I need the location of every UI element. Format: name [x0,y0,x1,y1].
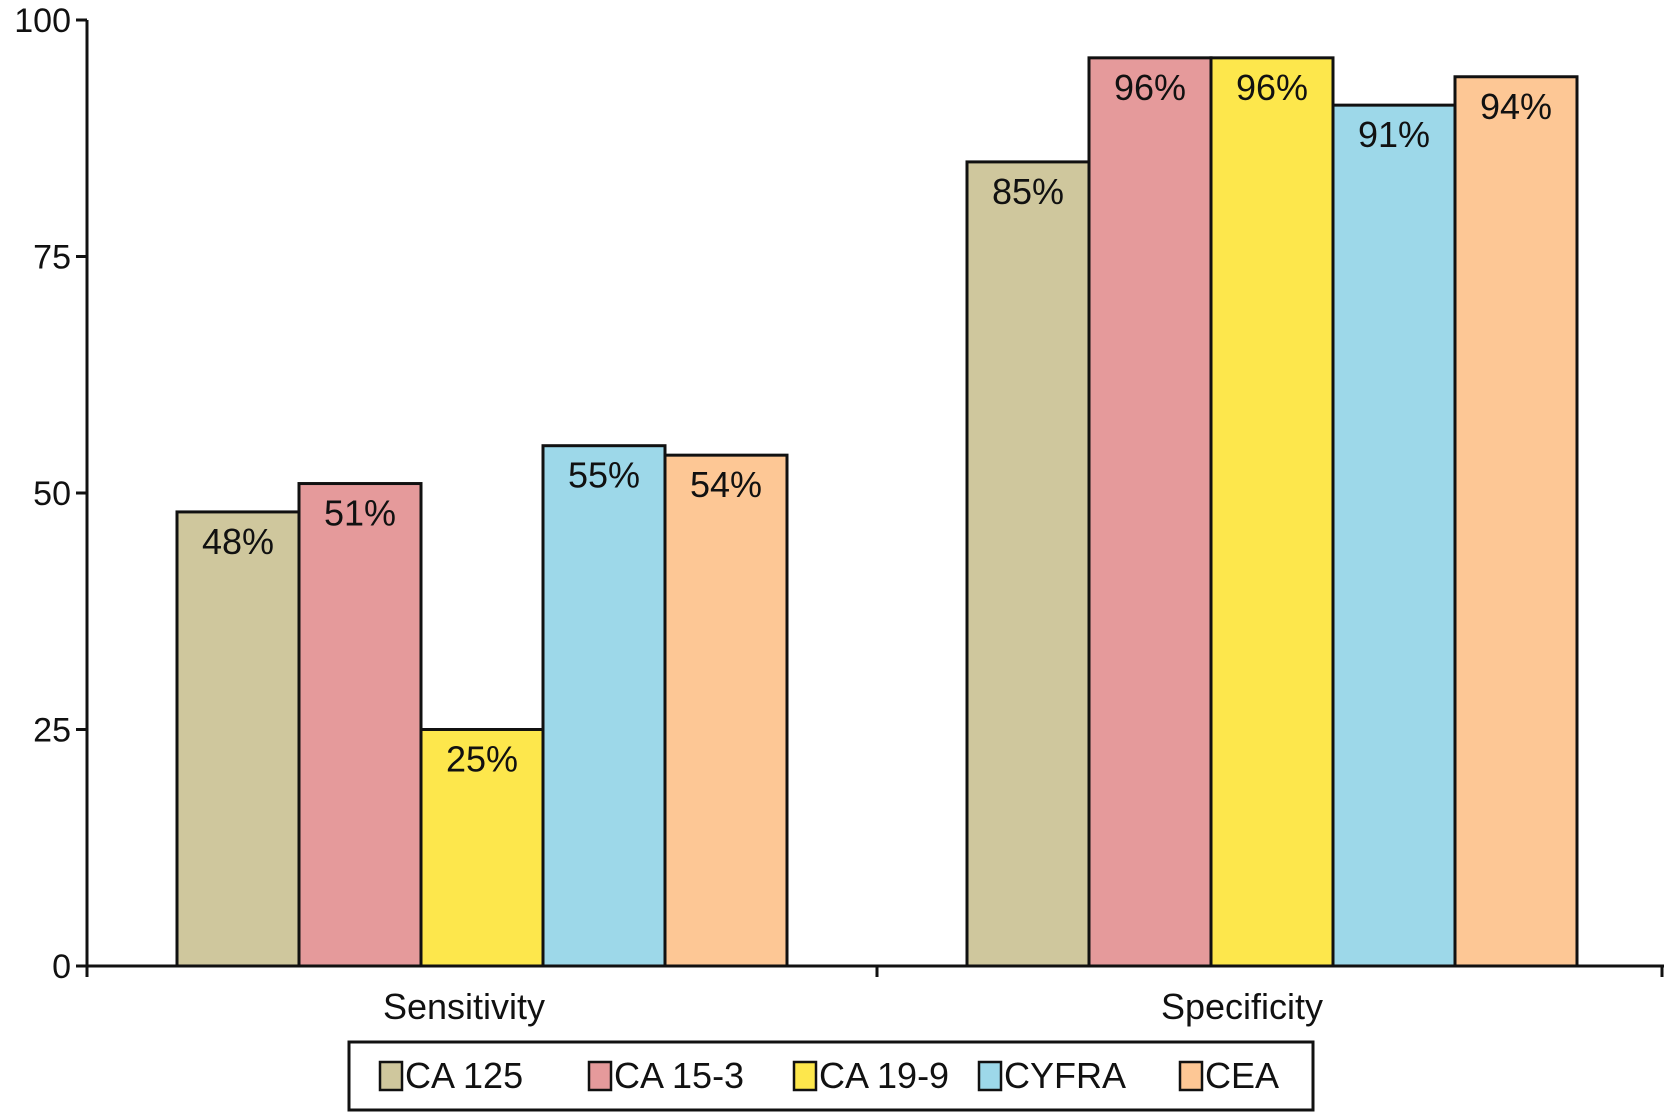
data-label: 54% [690,464,762,505]
bar-sensitivity-ca-19-9 [419,728,545,968]
bar-sensitivity-cyfra [541,444,667,968]
x-category-label: Specificity [1161,986,1323,1027]
legend-swatch [792,1060,818,1092]
bar-specificity-ca-19-9 [1209,56,1335,968]
bar-specificity-ca-15-3 [1087,56,1213,968]
y-tick-label: 0 [52,948,71,986]
legend-entry-label: CA 15-3 [614,1055,744,1096]
legend-entry-label: CA 125 [405,1055,523,1096]
y-tick-label: 100 [14,2,71,40]
data-label: 55% [568,455,640,496]
data-label: 25% [446,739,518,780]
data-label: 94% [1480,86,1552,127]
legend: CA 125 CA 15-3 CA 19-9 CYFRA CEA [347,1040,1315,1112]
legend-swatch [1178,1060,1204,1092]
legend-swatch [587,1060,613,1092]
legend-swatch [378,1060,404,1092]
y-tick-label: 50 [33,475,71,513]
data-label: 48% [202,521,274,562]
y-tick-label: 25 [33,712,71,750]
axes-layer [76,18,1664,977]
legend-entry-label: CEA [1205,1055,1279,1096]
bar-sensitivity-ca-125 [175,510,301,968]
data-label: 91% [1358,114,1430,155]
bar-specificity-ca-125 [965,160,1091,968]
bar-sensitivity-cea [663,453,789,968]
bar-specificity-cea [1453,75,1579,968]
data-label: 96% [1236,67,1308,108]
legend-entry-label: CYFRA [1004,1055,1126,1096]
bar-specificity-cyfra [1331,103,1457,968]
labels-layer: 48% 51% 25% 55% 54% 85% 96% 96% 91% 94% 0 25 50 75 100… [14,2,1552,1027]
bars-layer [175,56,1579,968]
legend-swatch [977,1060,1003,1092]
legend-entry-label: CA 19-9 [819,1055,949,1096]
legend-box [347,1040,1315,1112]
data-label: 96% [1114,67,1186,108]
data-label: 51% [324,493,396,534]
y-tick-label: 75 [33,239,71,277]
data-label: 85% [992,171,1064,212]
bar-sensitivity-ca-15-3 [297,482,423,968]
x-category-label: Sensitivity [383,986,545,1027]
